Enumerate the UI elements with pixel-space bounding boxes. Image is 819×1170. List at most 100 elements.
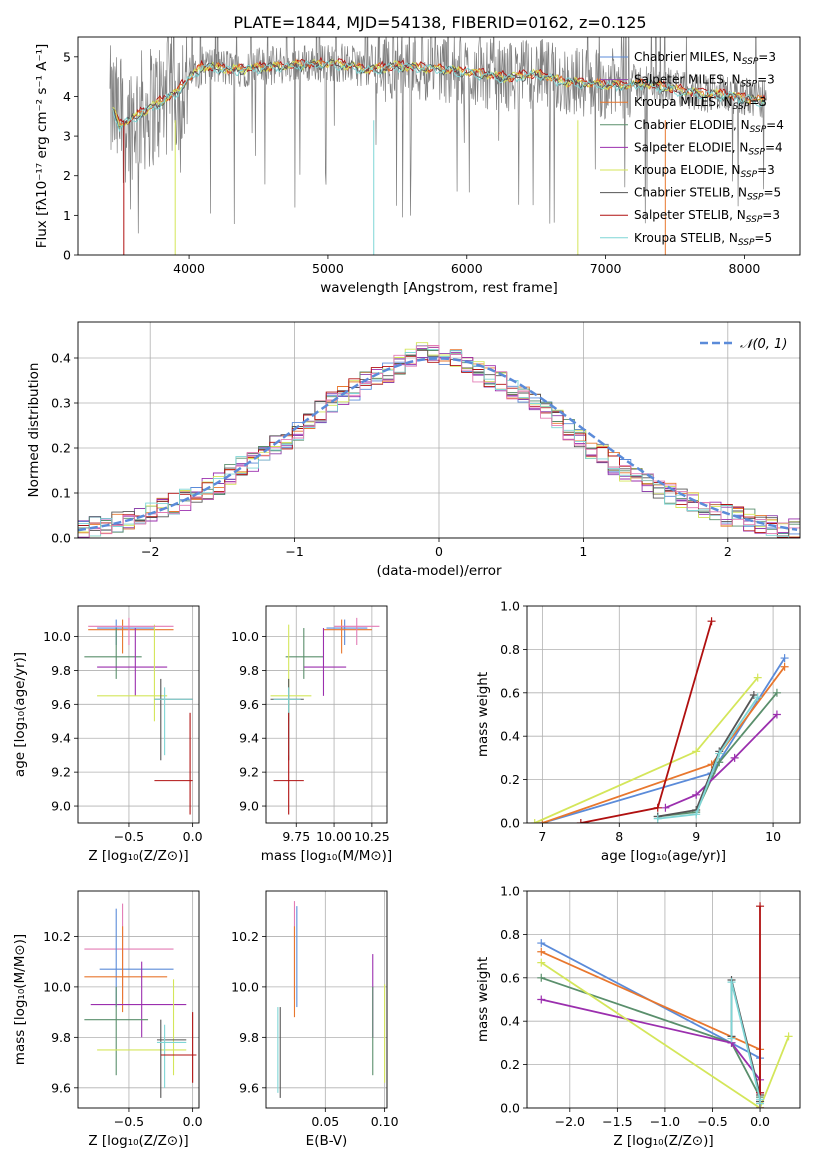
y-tick-label: 9.4: [239, 731, 259, 746]
legend-value: =3: [758, 50, 776, 64]
model-spectrum-kroupa-stelib: [112, 60, 766, 133]
y-tick-label: 9.6: [51, 1080, 71, 1095]
y-tick-label: 9.2: [239, 765, 259, 780]
y-tick-label: 9.6: [51, 697, 71, 712]
x-tick-label: 0.0: [183, 829, 203, 844]
axes-frame: [77, 321, 801, 539]
x-axis-label: age [log₁₀(age/yr)]: [601, 848, 726, 864]
weight-line-kroupa-miles: [540, 950, 761, 1108]
x-axis-label: mass [log₁₀(M/M⊙)]: [261, 848, 392, 864]
legend-value: =4: [766, 118, 784, 132]
y-tick-label: 0.3: [51, 396, 71, 411]
x-tick-label: 0: [435, 544, 443, 559]
panel-residuals: −2 −1 0 1 2 0.0 0.1 0.2 0.3 0.4 (data-model)/error…: [26, 321, 801, 579]
weight-marker: [537, 995, 546, 1004]
y-tick-label: 9.6: [239, 1080, 259, 1095]
x-tick-label: 6000: [451, 261, 483, 276]
weight-line-chabrier-miles: [540, 942, 761, 1108]
weight-marker: [730, 753, 739, 762]
weight-line-kroupa-stelib: [730, 981, 761, 1104]
weight-marker: [537, 958, 546, 967]
x-tick-label: 10.25: [354, 829, 390, 844]
plot-area-weight_vs_age: [527, 606, 800, 823]
y-tick-label: 0.4: [500, 1014, 520, 1029]
x-tick-label: −0.5: [697, 1114, 727, 1129]
legend-value: =5: [754, 231, 772, 245]
x-tick-label: −2: [141, 544, 159, 559]
x-tick-label: −0.5: [114, 1114, 144, 1129]
weight-line-chabrier-elodie: [541, 976, 761, 1102]
weight-marker: [537, 973, 546, 982]
x-axis-label: wavelength [Angstrom, rest frame]: [320, 280, 558, 296]
x-tick-label: 7: [538, 829, 546, 844]
legend: Chabrier MILES, NSSP=3 Salpeter MILES, NS…: [600, 50, 784, 248]
axes-frame: [77, 36, 801, 256]
weight-line-kroupa-stelib: [657, 696, 759, 820]
y-tick-label: 0.6: [500, 685, 520, 700]
x-axis-label: Z [log₁₀(Z/Z⊙)]: [88, 1133, 188, 1149]
y-tick-label: 0.0: [500, 1101, 520, 1116]
legend-subscript: SSP: [741, 80, 758, 90]
panel-spectrum: 4000 5000 6000 7000 8000 0 1 2 3 4 5 wavelength [An…: [34, 36, 801, 296]
x-tick-label: −1.0: [650, 1114, 680, 1129]
axes-frame: [265, 605, 388, 824]
x-tick-label: 0.05: [311, 1114, 339, 1129]
y-tick-label: 5: [63, 49, 71, 64]
y-tick-label: 10.0: [43, 979, 71, 994]
y-tick-label: 9.8: [51, 663, 71, 678]
x-tick-label: 7000: [590, 261, 622, 276]
y-tick-label: 0.0: [51, 531, 71, 546]
plot-area-age_vs_Z: [78, 606, 199, 823]
x-tick-label: 10.00: [316, 829, 352, 844]
weight-marker: [756, 902, 765, 911]
y-tick-label: 9.6: [239, 697, 259, 712]
y-tick-label: 9.2: [51, 765, 71, 780]
weight-marker: [692, 747, 701, 756]
y-tick-label: 0.8: [500, 642, 520, 657]
y-tick-label: 10.2: [231, 929, 259, 944]
x-axis-label: (data-model)/error: [376, 563, 502, 579]
weight-marker: [727, 978, 736, 987]
x-tick-label: −0.5: [114, 829, 144, 844]
weight-marker: [661, 803, 670, 812]
y-tick-label: 0.6: [500, 970, 520, 985]
weight-marker: [784, 1032, 793, 1041]
panel-mass_vs_Z: −0.5 0.0 9.6 9.8 10.0 10.2 Z [log₁₀(Z/Z⊙)] mass…: [12, 890, 203, 1149]
axes-frame: [526, 605, 801, 824]
legend-label: Kroupa STELIB, NSSP=5: [634, 231, 772, 248]
legend-label: Kroupa ELODIE, NSSP=3: [634, 163, 775, 180]
model-spectrum-kroupa-elodie: [112, 58, 766, 129]
weight-marker: [653, 814, 662, 823]
y-tick-label: 2: [63, 168, 71, 183]
x-tick-label: −2.0: [555, 1114, 585, 1129]
legend-value: =3: [757, 163, 775, 177]
y-axis-label: age [log₁₀(age/yr)]: [12, 652, 28, 777]
x-tick-label: −1: [285, 544, 303, 559]
x-tick-label: 0.10: [371, 1114, 399, 1129]
legend-subscript: SSP: [733, 102, 750, 112]
weight-marker: [756, 1099, 765, 1108]
panel-mass_vs_EBV: 0.05 0.10 9.6 9.8 10.0 10.2 E(B-V): [231, 890, 399, 1149]
weight-marker: [653, 803, 662, 812]
legend-subscript: SSP: [748, 147, 765, 157]
plot-area-mass_vs_EBV: [266, 891, 387, 1108]
y-tick-label: 10.2: [43, 929, 71, 944]
normal-pdf-curve: [78, 357, 798, 532]
y-tick-label: 0.2: [500, 1057, 520, 1072]
weight-line-chabrier-miles: [542, 657, 786, 823]
legend-subscript: SSP: [738, 238, 755, 248]
y-tick-label: 0.4: [51, 351, 71, 366]
y-tick-label: 1.0: [500, 599, 520, 614]
x-tick-label: 9: [692, 829, 700, 844]
legend-label: Chabrier MILES, NSSP=3: [634, 50, 776, 67]
legend-value: =5: [764, 186, 782, 200]
y-axis-label: mass weight: [475, 957, 491, 1042]
plot-area-mass_vs_Z: [78, 891, 199, 1108]
weight-line-salpeter-elodie: [665, 713, 778, 809]
legend-subscript: SSP: [746, 215, 763, 225]
weight-line-chabrier-stelib: [657, 694, 755, 818]
weight-marker: [576, 819, 585, 823]
x-axis-label: Z [log₁₀(Z/Z⊙)]: [613, 1133, 713, 1149]
y-tick-label: 0.4: [500, 729, 520, 744]
